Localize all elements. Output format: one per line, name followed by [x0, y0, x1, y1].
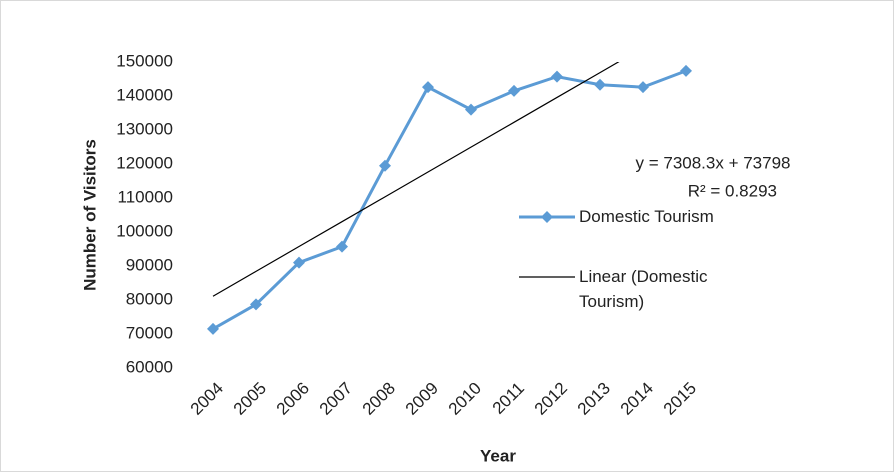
legend-label: Linear (Domestic Tourism): [579, 267, 708, 311]
x-tick-label: 2004: [187, 379, 227, 419]
trend-line: [212, 62, 620, 297]
y-tick-label: 150000: [116, 51, 173, 70]
x-tick-label: 2008: [359, 379, 399, 419]
y-tick-label: 140000: [116, 85, 173, 104]
marker: [293, 256, 305, 269]
marker: [680, 64, 692, 77]
trend-equation: y = 7308.3x + 73798: [635, 153, 790, 172]
y-axis-title: Number of Visitors: [80, 139, 99, 291]
x-axis-title: Year: [480, 446, 516, 465]
y-tick-label: 120000: [116, 153, 173, 172]
marker: [637, 81, 649, 94]
x-tick-label: 2011: [489, 379, 528, 418]
series-line: [212, 69, 687, 331]
x-tick-label: 2009: [402, 379, 442, 419]
marker: [207, 322, 219, 335]
y-tick-label: 110000: [118, 187, 173, 206]
marker: [250, 298, 262, 311]
x-tick-label: 2007: [316, 379, 356, 419]
x-tick-label: 2015: [660, 379, 700, 419]
y-tick-label: 90000: [126, 255, 173, 274]
marker: [422, 81, 434, 94]
x-tick-label: 2013: [574, 379, 614, 419]
y-tick-label: 130000: [116, 119, 173, 138]
marker: [594, 78, 606, 91]
x-tick-label: 2014: [617, 379, 657, 419]
marker: [508, 84, 520, 97]
marker: [465, 103, 477, 116]
marker: [551, 70, 563, 83]
legend-marker: [541, 211, 553, 223]
marker: [336, 240, 348, 253]
x-tick-label: 2012: [531, 379, 571, 419]
plot: [212, 62, 687, 331]
legend-label: Domestic Tourism: [579, 207, 714, 226]
y-tick-label: 80000: [126, 289, 173, 308]
y-tick-label: 70000: [126, 323, 173, 342]
y-tick-label: 100000: [116, 221, 173, 240]
x-tick-label: 2006: [273, 379, 313, 419]
marker: [379, 159, 391, 172]
trend-r2: R² = 0.8293: [688, 181, 777, 200]
y-tick-label: 60000: [126, 357, 173, 376]
x-tick-label: 2010: [445, 379, 485, 419]
x-tick-label: 2005: [230, 379, 270, 419]
